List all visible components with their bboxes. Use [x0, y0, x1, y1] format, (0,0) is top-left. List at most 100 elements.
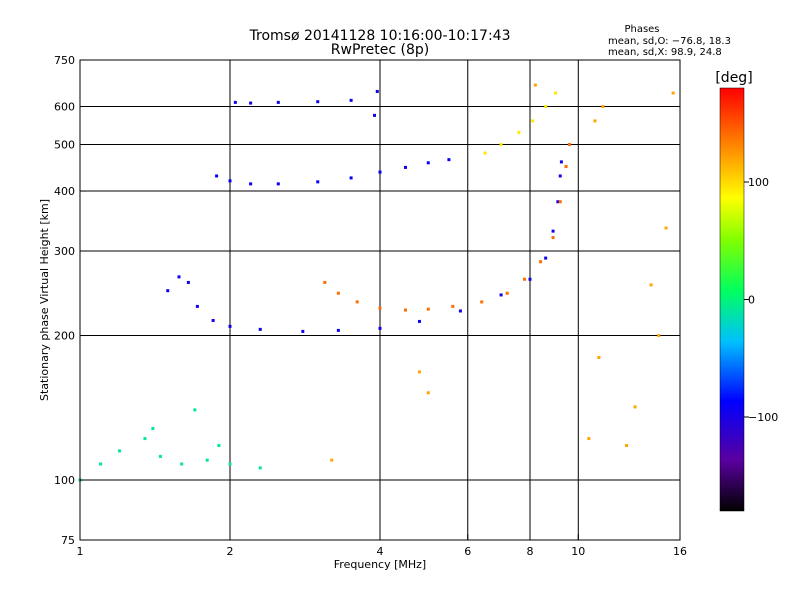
data-point [249, 182, 253, 186]
x-axis-label: Frequency [MHz] [334, 558, 426, 571]
data-point [556, 200, 560, 204]
data-point [228, 324, 232, 328]
colorbar-tick-label: 100 [748, 176, 769, 189]
data-point [249, 101, 253, 105]
data-point [205, 458, 209, 462]
data-point [499, 293, 503, 297]
data-point [587, 437, 591, 441]
data-point [233, 100, 237, 104]
y-tick-label: 600 [54, 101, 75, 114]
data-point [323, 280, 327, 284]
data-point [528, 277, 532, 281]
phase-stats-x: mean, sd,X: 98.9, 24.8 [608, 47, 722, 58]
data-point [625, 444, 629, 448]
data-point [117, 449, 121, 453]
data-point [558, 200, 562, 204]
y-tick-label: 400 [54, 185, 75, 198]
data-point [336, 328, 340, 332]
y-tick-label: 100 [54, 474, 75, 487]
data-point [276, 100, 280, 104]
x-tick-label: 8 [527, 545, 534, 558]
y-tick-label: 300 [54, 245, 75, 258]
data-point [539, 260, 543, 264]
data-point [151, 427, 155, 431]
x-tick-label: 1 [77, 545, 84, 558]
data-point [349, 176, 353, 180]
data-point [417, 319, 421, 323]
data-point [671, 91, 675, 95]
data-point [166, 289, 170, 293]
data-point [593, 119, 597, 123]
data-point [531, 119, 535, 123]
data-point [499, 143, 503, 147]
x-tick-label: 2 [227, 545, 234, 558]
x-tick-label: 4 [377, 545, 384, 558]
data-point [378, 306, 382, 310]
y-tick-label: 750 [54, 54, 75, 67]
data-point [215, 174, 219, 178]
data-point [551, 236, 555, 240]
data-point [451, 304, 455, 308]
data-point [99, 462, 103, 466]
colorbar-label: [deg] [715, 70, 752, 86]
x-axis: 1 2 4 6 8 10 16 [77, 534, 687, 558]
chart-title: Tromsø 20141128 10:16:00-10:17:43 [249, 28, 511, 44]
data-point [228, 179, 232, 183]
data-point [426, 307, 430, 311]
data-point [553, 91, 557, 95]
data-point [378, 170, 382, 174]
data-point [447, 158, 451, 162]
data-point [480, 300, 484, 304]
data-point [316, 100, 320, 104]
data-point [143, 437, 147, 441]
data-point [301, 329, 305, 333]
data-point [558, 174, 562, 178]
data-point [217, 444, 221, 448]
data-point [664, 226, 668, 230]
colorbar [719, 87, 745, 512]
y-tick-label: 200 [54, 330, 75, 343]
y-axis-label: Stationary phase Virtual Height [km] [38, 199, 51, 401]
y-tick-label: 75 [61, 534, 75, 547]
data-point [633, 405, 637, 409]
x-tick-label: 6 [464, 545, 471, 558]
data-points [78, 83, 675, 482]
data-point [597, 355, 601, 359]
data-point [551, 229, 555, 233]
data-point [276, 182, 280, 186]
data-point [186, 280, 190, 284]
data-point [211, 318, 215, 322]
data-point [458, 309, 462, 313]
data-point [403, 308, 407, 312]
data-point [349, 98, 353, 102]
data-point [426, 161, 430, 165]
data-point [355, 300, 359, 304]
data-point [403, 165, 407, 169]
data-point [483, 151, 487, 155]
data-point [559, 160, 563, 164]
data-point [373, 113, 377, 117]
data-point [258, 327, 262, 331]
data-point [601, 105, 605, 109]
data-point [426, 391, 430, 395]
data-point [505, 291, 509, 295]
data-point [378, 326, 382, 330]
data-point [564, 164, 568, 168]
data-point [417, 370, 421, 374]
data-point [375, 89, 379, 93]
data-point [316, 180, 320, 184]
colorbar-ticks: 100 0 −100 [744, 176, 778, 424]
data-point [158, 454, 162, 458]
data-point [523, 277, 527, 281]
colorbar-tick-label: −100 [748, 411, 778, 424]
grid [80, 60, 680, 540]
phase-stats-title: Phases [624, 24, 659, 35]
data-point [517, 130, 521, 134]
chart-subtitle: RwPretec (8p) [331, 42, 429, 58]
phase-stats-o: mean, sd,O: −76.8, 18.3 [608, 36, 731, 47]
data-point [657, 334, 661, 338]
y-tick-label: 500 [54, 139, 75, 152]
data-point [544, 256, 548, 260]
